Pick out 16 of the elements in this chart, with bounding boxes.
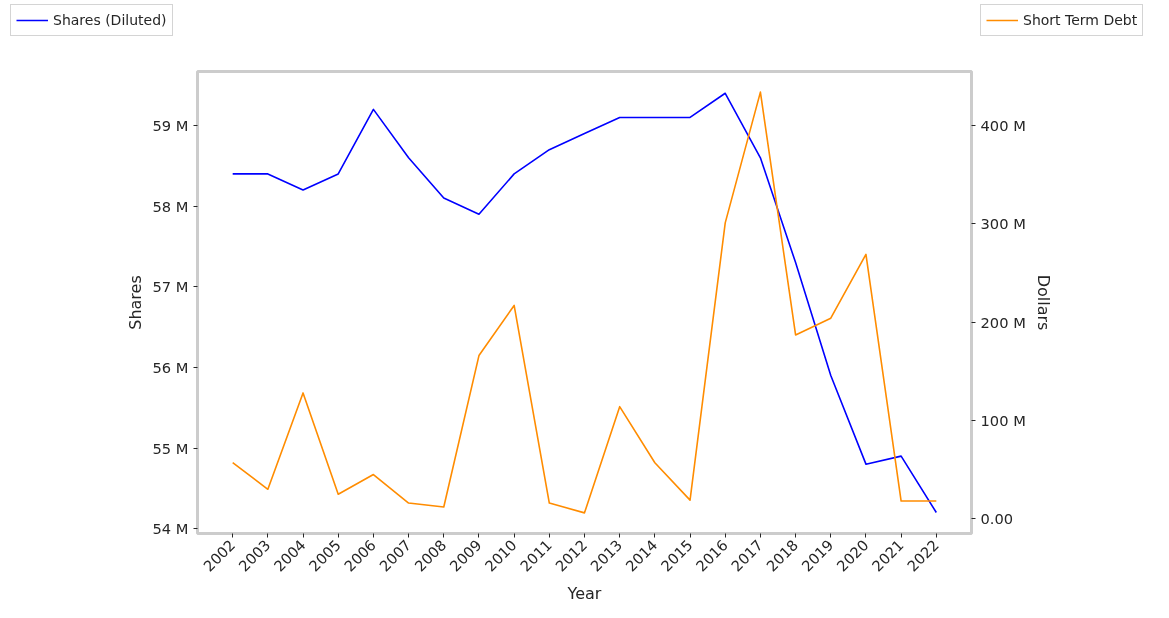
x-axis-title: Year (566, 583, 602, 603)
y-tick-label: 58 M (152, 197, 189, 215)
y-tick-label: 55 M (152, 439, 189, 457)
y2-tick-label: 400 M (980, 117, 1026, 135)
legend-label: Short Term Debt (1023, 12, 1138, 28)
y-tick-label: 56 M (152, 358, 189, 376)
y2-tick-label: 100 M (980, 411, 1026, 429)
y-axis-title: Shares (125, 275, 145, 330)
y2-tick-label: 200 M (980, 313, 1026, 331)
y-tick-label: 54 M (152, 520, 189, 538)
y2-axis-title: Dollars (1033, 274, 1053, 331)
y2-tick-label: 0.00 (980, 510, 1014, 528)
y-tick-label: 59 M (152, 117, 189, 135)
y2-tick-label: 300 M (980, 215, 1026, 233)
y-tick-label: 57 M (152, 278, 189, 296)
legend-label: Shares (Diluted) (53, 12, 167, 28)
